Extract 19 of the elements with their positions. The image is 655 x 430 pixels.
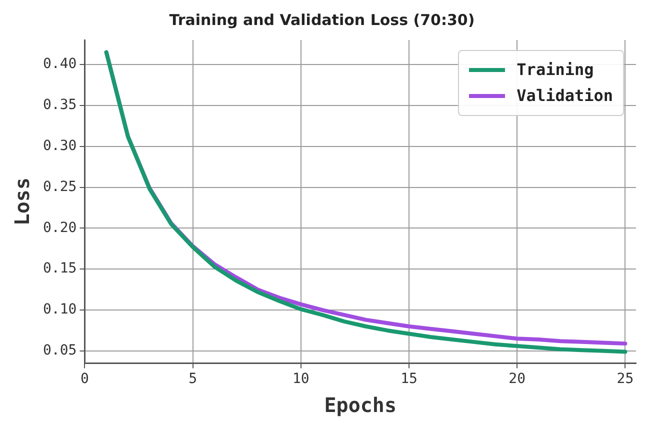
y-tick-label: 0.25 bbox=[42, 178, 77, 195]
x-tick-label: 10 bbox=[292, 371, 310, 388]
x-tick-label: 0 bbox=[80, 371, 89, 388]
y-tick-label: 0.40 bbox=[42, 56, 77, 72]
chart-title: Training and Validation Loss (70:30) bbox=[169, 10, 475, 29]
y-tick-label: 0.05 bbox=[42, 342, 77, 359]
y-tick-label: 0.35 bbox=[42, 97, 77, 114]
x-tick-label: 25 bbox=[616, 371, 634, 388]
x-tick-label: 5 bbox=[188, 371, 198, 388]
y-tick-label: 0.15 bbox=[42, 260, 77, 277]
x-tick-label: 20 bbox=[508, 371, 526, 388]
y-tick-label: 0.10 bbox=[42, 302, 77, 318]
x-tick-label: 15 bbox=[400, 371, 418, 388]
legend-label: Validation bbox=[516, 85, 613, 107]
y-tick-label: 0.30 bbox=[42, 138, 77, 154]
y-tick-label: 0.20 bbox=[42, 220, 77, 236]
y-axis-title: Loss bbox=[10, 178, 34, 226]
x-axis-title: Epochs bbox=[324, 393, 396, 418]
legend-label: Training bbox=[516, 59, 594, 81]
